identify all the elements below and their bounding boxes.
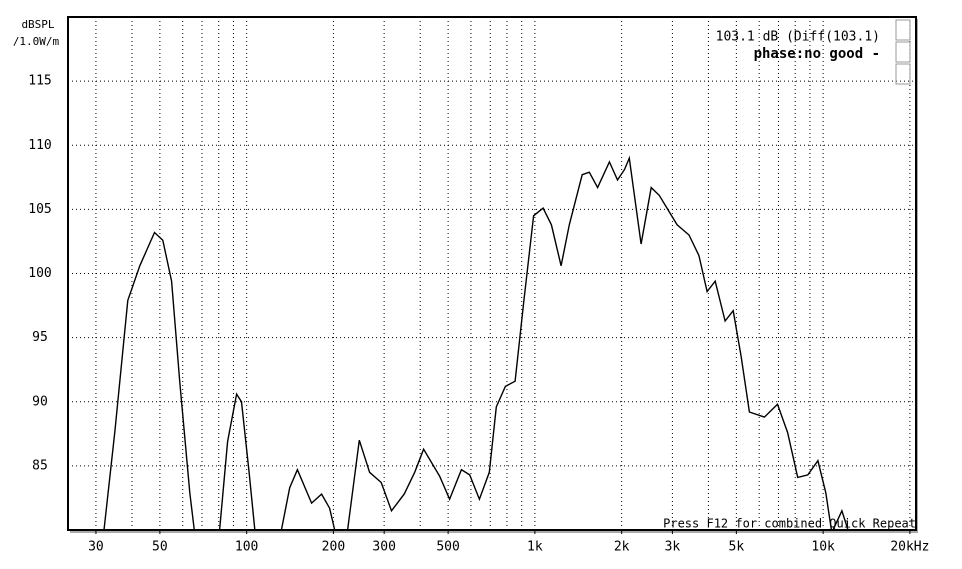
side-buttons <box>895 19 911 85</box>
x-tick-label: 10k <box>811 540 835 555</box>
x-tick-label: 3k <box>665 540 681 555</box>
x-tick-label: 2k <box>614 540 630 555</box>
x-tick-label: 30 <box>88 540 104 555</box>
x-tick-label: 100 <box>235 540 258 555</box>
x-tick-label: 300 <box>372 540 395 555</box>
y-tick-label: 110 <box>28 138 51 153</box>
x-tick-label: 50 <box>152 540 168 555</box>
annotation: 103.1 dB (Diff(103.1) <box>716 30 880 45</box>
x-tick-label: 500 <box>436 540 459 555</box>
grid <box>68 17 916 530</box>
x-tick-label: 5k <box>729 540 745 555</box>
side-button[interactable] <box>895 19 911 41</box>
side-button[interactable] <box>895 63 911 85</box>
y-tick-label: 95 <box>32 330 48 345</box>
annotation: Press F12 for combined Quick Repeat <box>663 517 916 531</box>
x-tick-label: 1k <box>527 540 543 555</box>
y-label: /1.0W/m <box>13 35 60 48</box>
x-tick-label: 200 <box>322 540 345 555</box>
y-tick-label: 115 <box>28 74 51 89</box>
annotation: phase:no good - <box>754 46 880 62</box>
y-tick-label: 100 <box>28 266 51 281</box>
y-label: dBSPL <box>21 18 54 31</box>
y-tick-label: 105 <box>28 202 51 217</box>
y-tick-label: 85 <box>32 458 48 473</box>
x-tick-label: 20kHz <box>890 540 929 555</box>
y-tick-label: 90 <box>32 394 48 409</box>
response-line <box>68 155 849 530</box>
side-button[interactable] <box>895 41 911 63</box>
